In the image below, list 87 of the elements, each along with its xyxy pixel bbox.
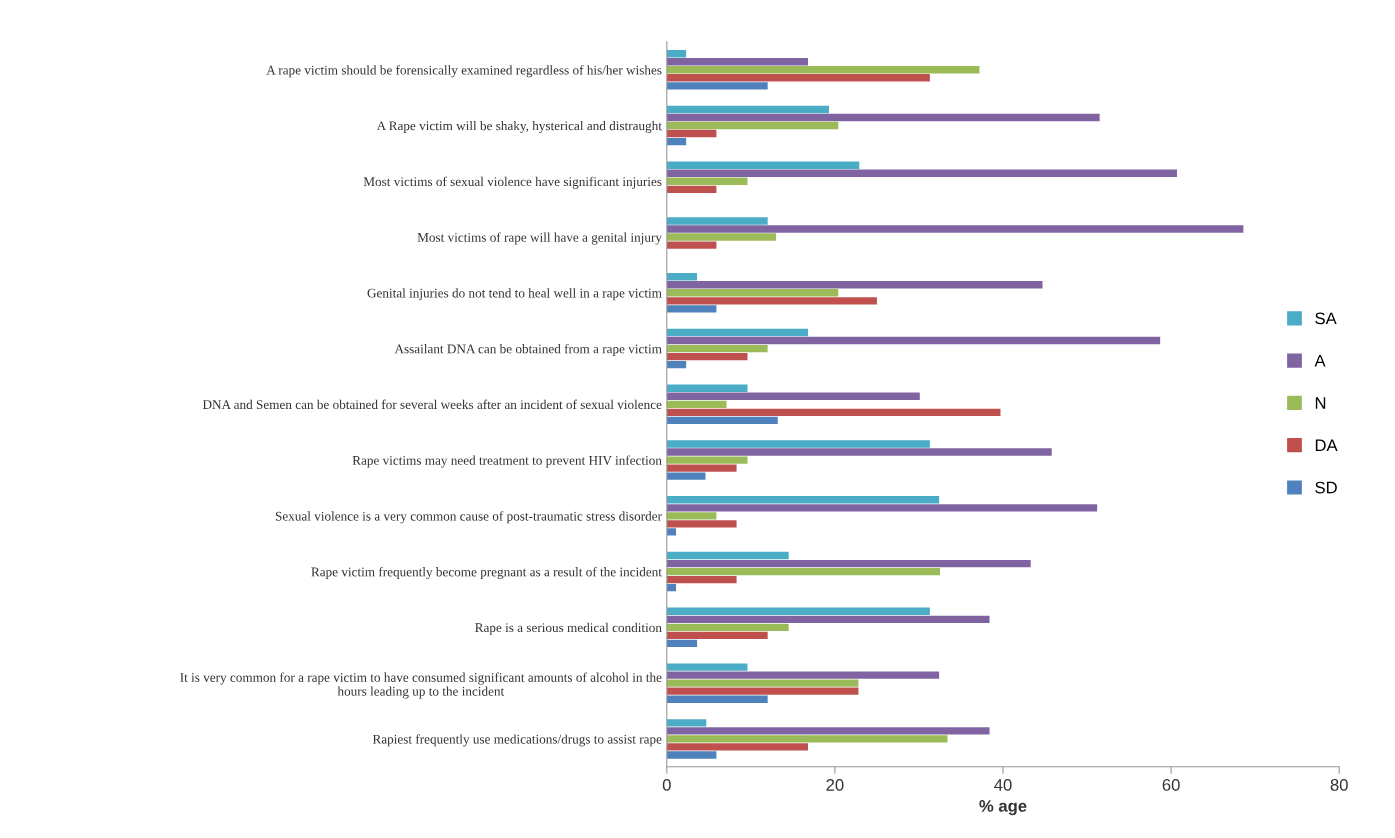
bar [666, 233, 777, 241]
bar [666, 520, 737, 528]
bar [666, 344, 768, 353]
bar [666, 671, 940, 679]
bar [666, 58, 809, 66]
bar [666, 559, 1031, 568]
bar [666, 281, 1043, 289]
bar [666, 440, 930, 448]
y-tick-label: Most victims of sexual violence have significant injuries [363, 176, 662, 189]
bar [666, 456, 748, 464]
bar [666, 408, 1001, 417]
bar [666, 719, 707, 727]
bar [666, 169, 1177, 177]
y-tick-label: Rapiest frequently use medications/drugs to assist rape [372, 734, 662, 747]
x-tick-label: 40 [994, 779, 1012, 791]
bar [666, 663, 748, 671]
bar [666, 74, 930, 82]
y-tick-label: Genital injuries do not tend to heal well in a rape victim [367, 288, 662, 301]
bar [666, 225, 1244, 233]
bar [666, 472, 706, 480]
y-tick-label: A rape victim should be forensically examined regardless of his/her wishes [266, 65, 662, 78]
legend-label: SD [1315, 481, 1337, 494]
bar [666, 735, 948, 743]
bar [666, 623, 789, 632]
bar [666, 82, 768, 90]
bar [666, 496, 940, 504]
bar [666, 177, 748, 185]
legend-label: SA [1315, 312, 1337, 325]
legend-label: N [1315, 397, 1326, 409]
bar [666, 504, 1098, 512]
bar [666, 273, 698, 281]
bar [666, 583, 677, 592]
bar [666, 121, 839, 130]
bar [666, 289, 839, 297]
y-tick-label: Rape victims may need treatment to prevent HIV infection [352, 455, 662, 468]
bar [666, 464, 737, 472]
bar [666, 328, 809, 337]
bar [666, 575, 737, 584]
bar [666, 416, 778, 425]
bar [666, 66, 980, 74]
bar [666, 687, 859, 695]
bar [666, 137, 687, 146]
y-tick-label: Rape is a serious medical condition [475, 622, 662, 635]
bar [666, 161, 860, 169]
bar [666, 392, 920, 400]
bar [666, 448, 1052, 456]
bar [666, 639, 698, 648]
bar [666, 129, 717, 138]
bar [666, 400, 727, 409]
x-tick-label: 0 [662, 779, 671, 791]
x-tick-label: 80 [1330, 779, 1348, 791]
bar [666, 631, 768, 640]
bar [666, 241, 717, 249]
bar [666, 727, 990, 735]
bar [666, 105, 830, 114]
bar [666, 743, 809, 751]
bar [666, 217, 768, 225]
y-tick-label: A Rape victim will be shaky, hysterical and distraught [376, 120, 662, 133]
bar [666, 297, 877, 305]
legend-label: A [1314, 354, 1326, 367]
x-axis-title: % age [979, 800, 1027, 816]
bar [666, 751, 717, 759]
bar [666, 384, 748, 392]
bar [666, 305, 717, 313]
x-tick-label: 20 [826, 779, 844, 791]
x-tick-label: 60 [1162, 779, 1180, 791]
y-tick-label: Assailant DNA can be obtained from a rape victim [394, 343, 662, 357]
y-tick-label: Rape victim frequently become pregnant as a result of the incident [311, 566, 662, 580]
bar [666, 551, 789, 560]
bar [666, 695, 768, 703]
bar [666, 352, 748, 361]
bar [666, 607, 930, 616]
bar [666, 336, 1161, 345]
bar [666, 567, 940, 576]
bar [666, 113, 1100, 122]
y-tick-label: It is very common for a rape victim to have consumed significant amounts of alcohol in the hours leading up to the incident [180, 672, 662, 699]
bar [666, 185, 717, 194]
bar [666, 50, 687, 58]
bar [666, 528, 677, 536]
bar [666, 679, 859, 687]
y-tick-label: DNA and Semen can be obtained for several weeks after an incident of sexual violence [202, 399, 662, 410]
bar [666, 615, 990, 624]
legend-label: DA [1315, 439, 1338, 451]
y-tick-label: Most victims of rape will have a genital injury [417, 232, 662, 245]
y-tick-label: Sexual violence is a very common cause of post-traumatic stress disorder [275, 511, 662, 524]
bar [666, 512, 717, 520]
bar [666, 360, 687, 369]
